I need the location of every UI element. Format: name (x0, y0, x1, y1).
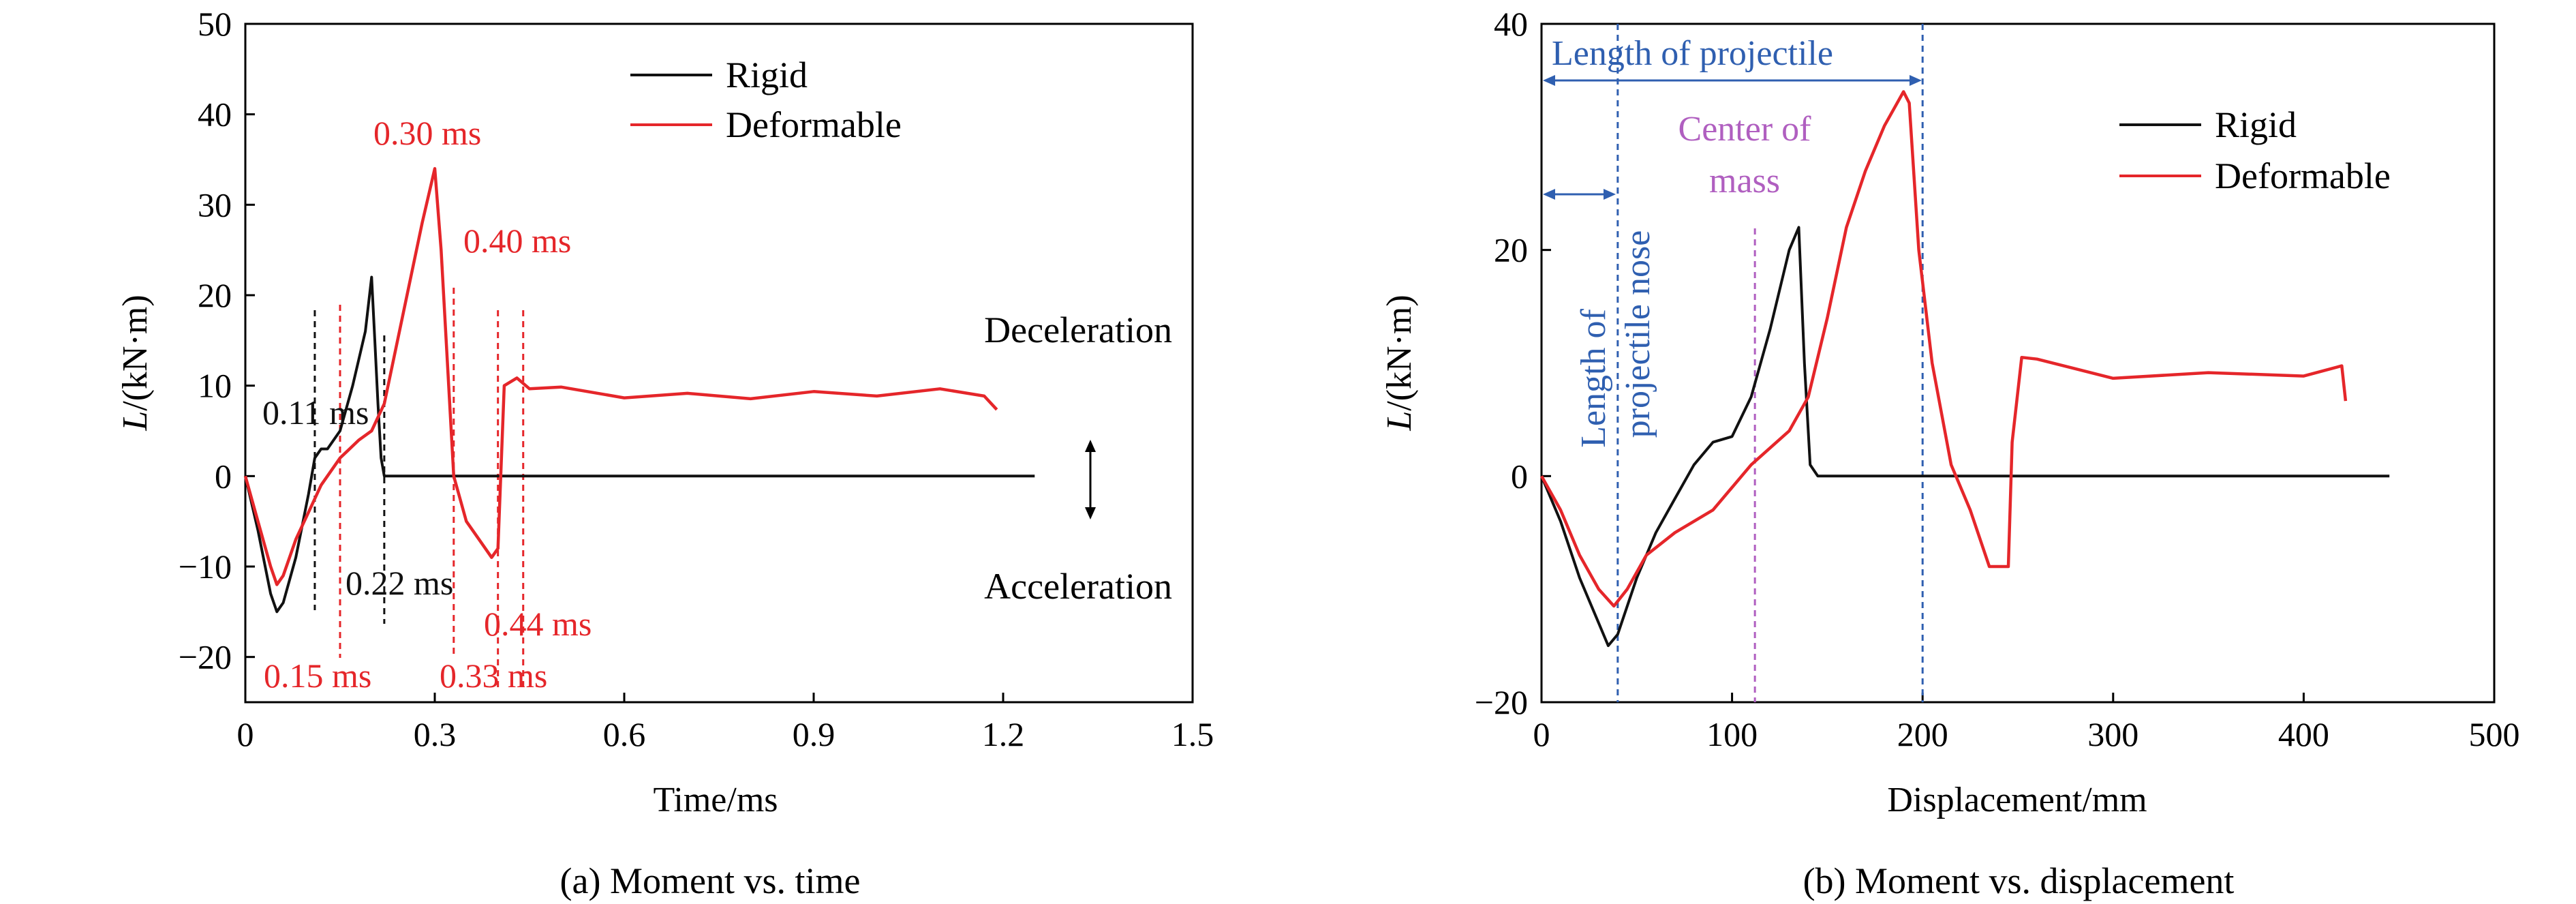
panel-b-x-tick-label: 200 (1897, 715, 1948, 753)
panel-b-x-tick-label: 0 (1533, 715, 1550, 753)
panel-a-y-axis-symbol: L (116, 411, 155, 432)
panel-b-y-axis-title: L/(kN·m) (1380, 295, 1419, 431)
panel-a-series (243, 167, 1035, 614)
panel-b-y-tick-label: 20 (1494, 231, 1528, 269)
panel-a-legend: Rigid Deformable (630, 55, 902, 145)
panel-b-plot-frame (1540, 22, 2496, 704)
legend-b-rigid-label: Rigid (2215, 104, 2297, 145)
annot-a-acceleration: Acceleration (984, 566, 1172, 607)
panel-a-y-tick-label: 10 (198, 367, 232, 405)
panel-b-x-tick-label: 500 (2469, 715, 2520, 753)
legend-b-deformable-label: Deformable (2215, 155, 2391, 196)
legend-a-rigid-label: Rigid (726, 55, 808, 95)
panel-a-y-tick-label: 20 (198, 276, 232, 314)
panel-b-y-tick-label: −20 (1475, 683, 1528, 721)
panel-a-x-tick-label: 0 (237, 715, 254, 753)
panel-a-y-axis-title: L/(kN·m) (116, 295, 155, 431)
panel-a-x-tick-label: 0.6 (603, 715, 646, 753)
legend-a-deformable-label: Deformable (726, 104, 902, 145)
annot-a-t033: 0.33 ms (440, 657, 547, 695)
panel-a-y-tick-label: −20 (179, 638, 232, 676)
panel-a-x-tick-label: 0.3 (414, 715, 457, 753)
annot-b-center-line1: Center of (1678, 110, 1812, 149)
annot-b-length-of-projectile: Length of projectile (1552, 34, 1833, 73)
double-arrow-icon (1085, 440, 1096, 519)
panel-a-caption: (a) Moment vs. time (560, 860, 861, 901)
panel-a-moment-vs-time: 0 0.3 0.6 0.9 1.2 1.5 −20 −10 0 10 20 30 40 50 Time/m… (116, 5, 1214, 901)
panel-b-marker-lines (1616, 24, 1924, 702)
panel-a-series-deformable (243, 167, 998, 586)
annot-a-deceleration: Deceleration (984, 310, 1172, 350)
annot-a-t015: 0.15 ms (264, 657, 371, 695)
panel-b-x-tick-label: 400 (2278, 715, 2329, 753)
annot-a-t030: 0.30 ms (373, 114, 481, 152)
annot-a-t011: 0.11 ms (262, 393, 369, 432)
panel-b-x-tick-label: 100 (1706, 715, 1758, 753)
panel-b-series-deformable (1540, 90, 2348, 608)
panel-a-x-tick-label: 0.9 (793, 715, 835, 753)
annot-a-t044: 0.44 ms (484, 605, 592, 643)
panel-a-y-tick-label: 40 (198, 95, 232, 134)
panel-a-ticks: 0 0.3 0.6 0.9 1.2 1.5 −20 −10 0 10 20 30 40 50 (179, 5, 1214, 753)
annot-a-t040: 0.40 ms (463, 222, 571, 260)
panel-a-marker-lines (313, 288, 525, 689)
panel-a-plot-frame (244, 22, 1194, 704)
panel-a-x-tick-label: 1.2 (982, 715, 1025, 753)
panel-b-series (1540, 90, 2390, 648)
annot-a-t022: 0.22 ms (346, 564, 453, 602)
annot-b-nose-line2: projectile nose (1619, 230, 1657, 438)
panel-a-x-axis-title: Time/ms (653, 781, 778, 819)
panel-a-y-axis-unit: /(kN·m) (116, 295, 155, 410)
panel-b-y-axis-symbol: L (1380, 411, 1419, 432)
panel-a-series-rigid (244, 275, 1035, 614)
panel-b-legend: Rigid Deformable (2119, 104, 2391, 196)
panel-b-y-tick-label: 0 (1511, 457, 1528, 495)
annot-b-nose-line1: Length of (1574, 309, 1613, 448)
panel-a-y-tick-label: 0 (215, 457, 232, 495)
panel-b-x-axis-title: Displacement/mm (1887, 781, 2147, 819)
panel-a-y-tick-label: 30 (198, 185, 232, 224)
projectile-length-arrow (1543, 75, 1922, 86)
annot-b-center-line2: mass (1709, 162, 1780, 200)
panel-b-y-axis-unit: /(kN·m) (1380, 295, 1419, 410)
panel-a-x-tick-label: 1.5 (1171, 715, 1214, 753)
panel-b-caption: (b) Moment vs. displacement (1803, 860, 2235, 901)
panel-b-y-tick-label: 40 (1494, 5, 1528, 43)
nose-length-arrow (1543, 189, 1616, 200)
panel-a-y-tick-label: −10 (179, 547, 232, 586)
panel-b-series-rigid (1540, 226, 2390, 648)
panel-b-x-tick-label: 300 (2087, 715, 2138, 753)
panel-a-y-tick-label: 50 (198, 5, 232, 43)
